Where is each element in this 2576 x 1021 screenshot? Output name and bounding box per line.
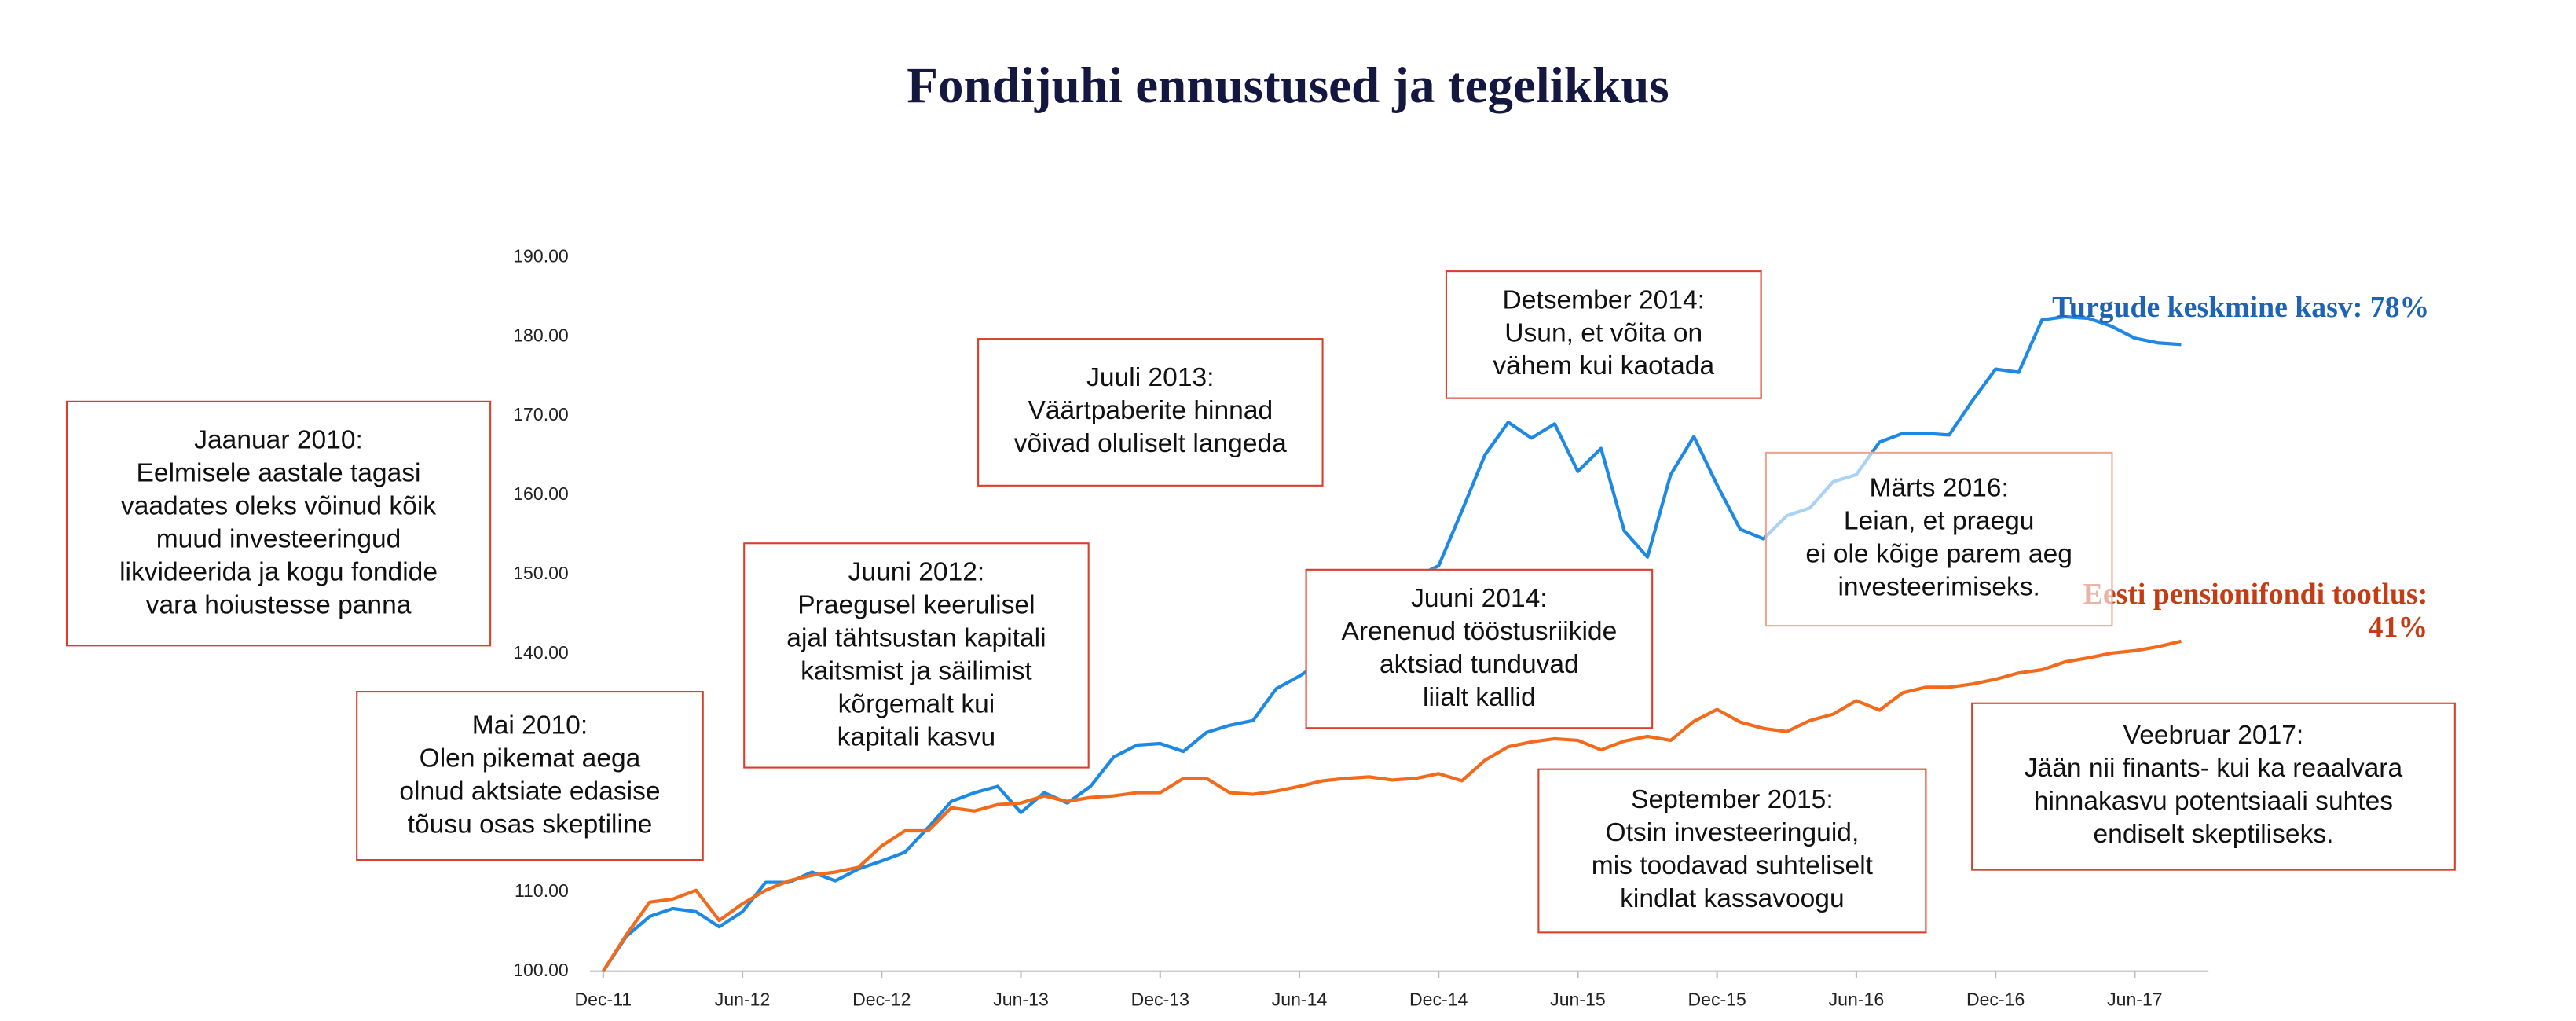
x-tick-label: Dec-15: [1687, 990, 1746, 1010]
annotation-line: ei ole kõige parem aeg: [1805, 541, 2072, 569]
annotation-line: vähem kui kaotada: [1493, 352, 1715, 381]
annotation-line: Mai 2010:: [471, 711, 588, 740]
annotation-line: Otsin investeeringuid,: [1605, 819, 1860, 848]
annotation-line: kindlat kassavoogu: [1620, 885, 1845, 914]
x-tick-label: Dec-12: [852, 990, 911, 1010]
annotation-box: Veebruar 2017: Jään nii finants- kui ka r…: [1971, 702, 2456, 871]
annotation-box: Märts 2016: Leian, et praegu ei ole kõige …: [1764, 451, 2113, 627]
annotation-line: ajal tähtsustan kapitali: [786, 624, 1046, 652]
annotation-line: Usun, et võita on: [1504, 319, 1703, 348]
x-tick-label: Jun-14: [1272, 990, 1328, 1010]
annotation-line: Juuni 2014:: [1411, 584, 1548, 613]
annotation-line: Olen pikemat aega: [419, 744, 641, 773]
annotation-line: tõusu osas skeptiline: [407, 810, 653, 839]
x-tick-label: Jun-17: [2107, 990, 2163, 1010]
annotation-line: Juuli 2013:: [1086, 364, 1215, 393]
x-tick-label: Jun-16: [1829, 990, 1885, 1010]
annotation-line: Väärtpaberite hinnad: [1028, 397, 1273, 426]
annotation-box: Jaanuar 2010: Eelmisele aastale tagasi vaa…: [65, 400, 492, 647]
annotation-box: Juuli 2013: Väärtpaberite hinnad võivad ol…: [977, 338, 1324, 487]
y-tick-label: 150.00: [513, 563, 569, 583]
annotation-line: September 2015:: [1631, 786, 1834, 815]
x-tick-label: Dec-11: [575, 990, 632, 1010]
annotation-line: liialt kallid: [1423, 683, 1536, 712]
annotation-line: endiselt skeptiliseks.: [2093, 821, 2334, 850]
annotation-line: vara hoiustesse panna: [145, 591, 412, 619]
y-tick-label: 110.00: [515, 880, 569, 901]
annotation-line: Jaanuar 2010:: [194, 426, 363, 454]
y-tick-label: 190.00: [513, 245, 569, 266]
annotation-box: Juuni 2014: Arenenud tööstusriikide aktsia…: [1305, 568, 1654, 729]
annotation-box: Detsember 2014: Usun, et võita on vähem ku…: [1445, 270, 1762, 399]
annotation-box: Mai 2010: Olen pikemat aega olnud aktsiate…: [356, 691, 704, 861]
annotation-line: Detsember 2014:: [1502, 287, 1705, 315]
annotation-line: Märts 2016:: [1869, 475, 2009, 503]
x-tick-label: Jun-13: [993, 990, 1049, 1010]
annotation-line: muud investeeringud: [156, 525, 401, 553]
annotation-line: Veebruar 2017:: [2123, 722, 2304, 751]
annotation-line: vaadates oleks võinud kõik: [120, 492, 437, 520]
annotation-line: Arenenud tööstusriikide: [1341, 617, 1618, 646]
annotation-line: võivad oluliselt langeda: [1013, 430, 1287, 459]
annotation-line: aktsiad tunduvad: [1379, 650, 1579, 679]
y-tick-label: 140.00: [513, 642, 569, 663]
annotation-line: Praegusel keerulisel: [797, 591, 1035, 619]
chart-title: Fondijuhi ennustused ja tegelikkus: [907, 56, 1669, 114]
annotation-line: Eelmisele aastale tagasi: [136, 459, 421, 487]
series-label: Turgude keskmine kasv: 78%: [2052, 290, 2430, 324]
x-tick-label: Jun-15: [1550, 990, 1606, 1010]
y-tick-label: 170.00: [513, 404, 569, 424]
series-line: [602, 639, 2182, 972]
annotation-box: Juuni 2012: Praegusel keerulisel ajal täht…: [743, 542, 1090, 769]
annotation-line: hinnakasvu potentsiaali suhtes: [2033, 788, 2394, 817]
annotation-line: kapitali kasvu: [837, 722, 996, 751]
annotation-line: olnud aktsiate edasise: [399, 777, 661, 806]
annotation-line: mis toodavad suhteliselt: [1591, 852, 1874, 881]
annotation-line: kaitsmist ja säilimist: [801, 657, 1032, 685]
x-tick-label: Dec-13: [1131, 990, 1189, 1010]
annotation-line: Juuni 2012:: [848, 558, 985, 586]
y-tick-label: 180.00: [513, 325, 569, 345]
x-tick-label: Dec-14: [1409, 990, 1468, 1010]
annotation-line: likvideerida ja kogu fondide: [119, 558, 438, 586]
annotation-line: Jään nii finants- kui ka reaalvara: [2024, 755, 2403, 784]
series-label: Eesti pensionifondi tootlus: 41%: [2083, 577, 2428, 644]
x-tick-label: Jun-12: [715, 990, 771, 1010]
annotation-line: investeerimiseks.: [1838, 574, 2040, 602]
y-tick-label: 100.00: [513, 960, 569, 980]
x-tick-label: Dec-16: [1966, 990, 2025, 1010]
annotation-box: September 2015: Otsin investeeringuid, mis…: [1537, 768, 1927, 934]
annotation-line: kõrgemalt kui: [837, 689, 995, 718]
annotation-line: Leian, et praegu: [1843, 508, 2035, 536]
y-tick-label: 160.00: [513, 483, 569, 504]
